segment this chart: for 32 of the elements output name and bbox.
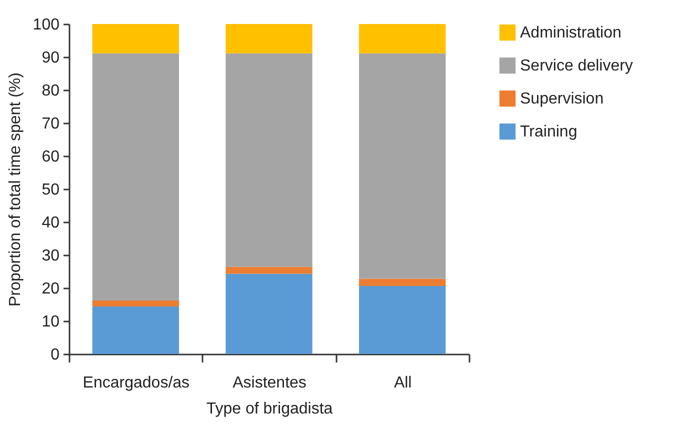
bar [359, 286, 446, 354]
legend-label: Supervision [520, 90, 604, 108]
bar [359, 278, 446, 286]
bar [359, 53, 446, 279]
bar [226, 53, 312, 267]
legend-label: Administration [520, 24, 622, 42]
bar [226, 274, 312, 354]
bar [92, 53, 179, 301]
x-tick-label: Asistentes [232, 374, 306, 392]
y-tick-label: 80 [42, 82, 60, 100]
bar [92, 300, 179, 306]
y-tick-label: 10 [42, 314, 60, 330]
x-tick-label: All [394, 374, 412, 392]
y-tick-label: 20 [42, 280, 60, 298]
y-tick-label: 40 [42, 214, 60, 232]
y-tick-label: 60 [42, 148, 60, 166]
bar [226, 24, 312, 54]
x-tick-label: Encargados/as [82, 374, 190, 392]
bar [359, 24, 446, 54]
y-tick-label: 100 [32, 16, 60, 34]
y-tick-label: 50 [42, 182, 60, 198]
y-tick-label: 0 [50, 346, 60, 364]
x-axis-title: Type of brigadista [206, 400, 333, 418]
y-tick-label: 30 [42, 248, 60, 264]
y-axis-title: Proportion of total time spent (%) [6, 72, 24, 306]
y-tick-label: 90 [42, 50, 60, 66]
y-tick-label: 70 [42, 116, 60, 132]
bar [92, 24, 179, 54]
bar [226, 266, 312, 274]
legend-label: Training [520, 124, 578, 140]
bar [92, 306, 179, 354]
legend-label: Service delivery [520, 58, 633, 74]
